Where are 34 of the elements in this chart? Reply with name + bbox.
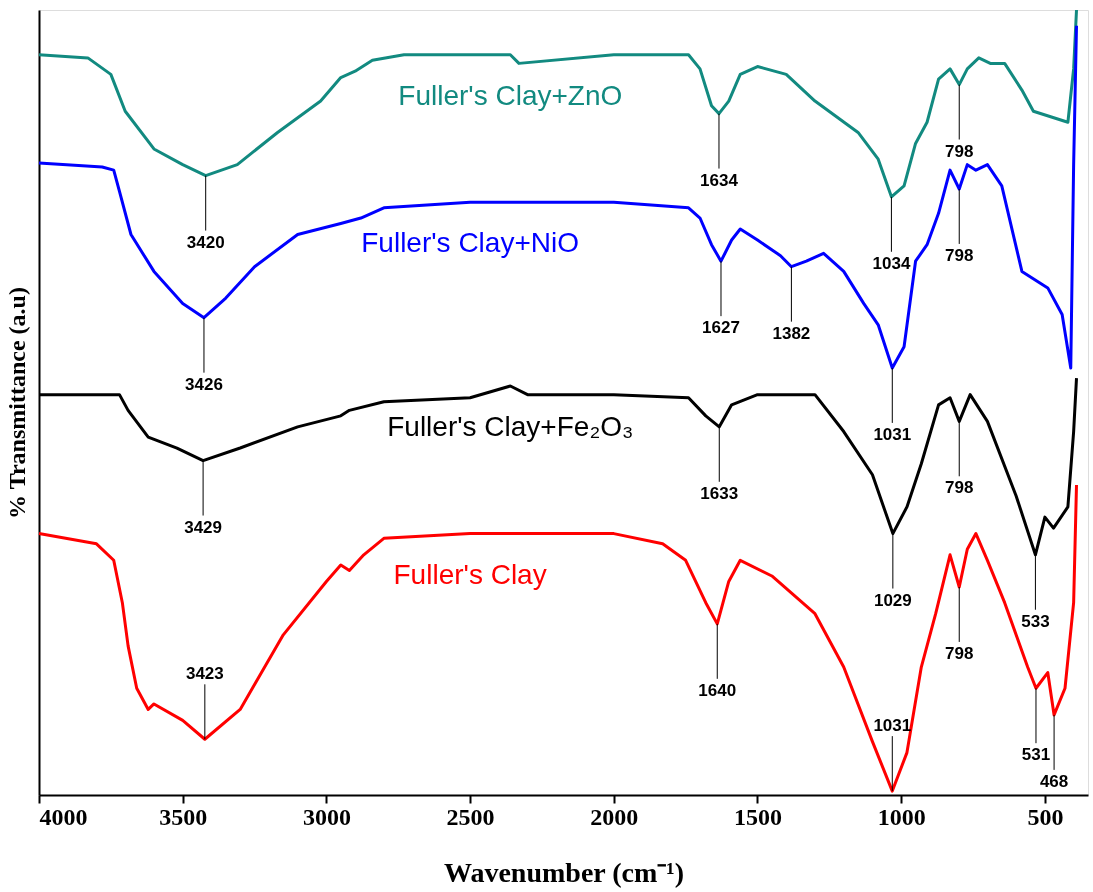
annotation: 1034 bbox=[872, 253, 911, 273]
annotation: 798 bbox=[945, 141, 974, 161]
annotation: 3423 bbox=[185, 664, 224, 684]
x-tick-label: 2500 bbox=[446, 803, 495, 830]
annotation: 798 bbox=[945, 643, 974, 663]
annotation: 468 bbox=[1039, 771, 1069, 791]
x-tick-label: 3000 bbox=[302, 803, 351, 830]
x-tick-label: 500 bbox=[1027, 803, 1064, 830]
series-label: Fuller's Clay+NiO bbox=[361, 227, 579, 259]
x-tick-label: 2000 bbox=[590, 803, 639, 830]
annotation: 1633 bbox=[700, 483, 739, 503]
annotation: 1627 bbox=[702, 318, 740, 338]
series-label: Fuller's Clay+ZnO bbox=[398, 79, 623, 111]
annotation: 798 bbox=[945, 478, 974, 498]
series-label: Fuller's Clay+Fe₂O₃ bbox=[387, 411, 634, 443]
annotation: 3420 bbox=[186, 232, 225, 252]
annotation: 798 bbox=[945, 245, 974, 265]
x-tick-label: 1500 bbox=[733, 803, 782, 830]
x-tick-label: 3500 bbox=[159, 803, 208, 830]
y-axis-title: % Transmittance (a.u) bbox=[3, 287, 30, 519]
annotation: 3429 bbox=[184, 517, 223, 537]
annotation: 1634 bbox=[700, 170, 739, 190]
annotation: 1382 bbox=[772, 323, 811, 343]
annotation: 1031 bbox=[873, 424, 912, 444]
x-axis-title: Wavenumber (cm⁻¹) bbox=[443, 856, 685, 888]
x-tick-label: 1000 bbox=[877, 803, 926, 830]
annotation: 533 bbox=[1021, 611, 1050, 631]
annotation: 531 bbox=[1021, 745, 1051, 765]
annotation: 1640 bbox=[698, 680, 737, 700]
series-label: Fuller's Clay bbox=[393, 558, 547, 590]
annotation: 3426 bbox=[185, 374, 223, 394]
annotation: 1029 bbox=[873, 590, 912, 610]
annotation: 1031 bbox=[873, 716, 912, 736]
x-tick-label: 4000 bbox=[39, 803, 88, 830]
